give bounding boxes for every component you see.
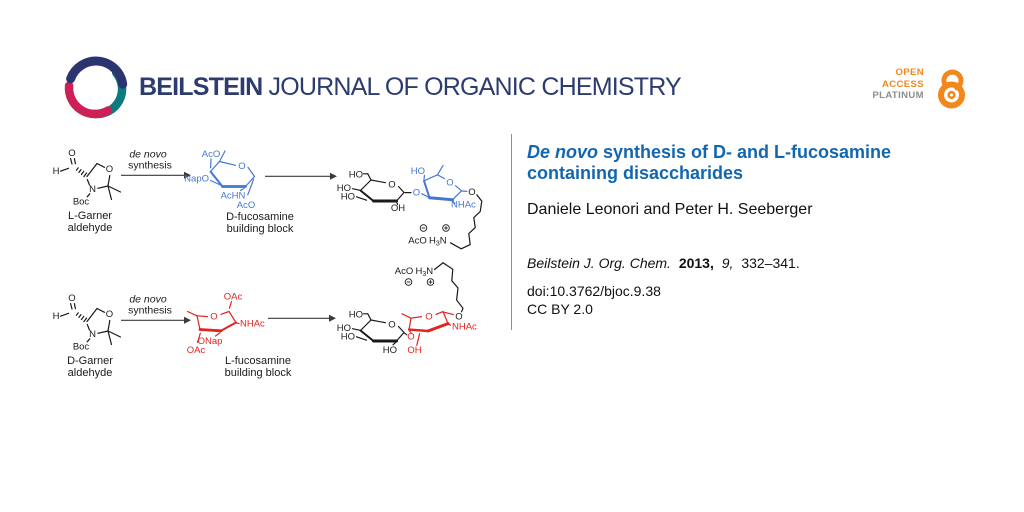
ho-label: HO	[341, 332, 355, 343]
vertical-divider	[511, 134, 512, 330]
ring-oxygen-label: O	[388, 180, 395, 191]
padlock-keyhole	[947, 90, 956, 100]
de-novo-arrow-row2	[120, 292, 192, 325]
oac-label: OAc	[224, 292, 243, 303]
reagent-caption-line2: aldehyde	[68, 222, 113, 234]
padlock-shackle	[941, 69, 964, 91]
article-license: CC BY 2.0	[527, 301, 593, 317]
glycoside-oxygen-label: O	[455, 312, 462, 323]
article-citation: Beilstein J. Org. Chem. 2013, 9, 332–341…	[527, 255, 804, 271]
ring-oxygen-label: O	[388, 320, 395, 331]
ring-oxygen-label: O	[425, 311, 432, 322]
nhac-label: NHAc	[240, 318, 265, 329]
circled-plus-charge-icon	[442, 224, 450, 232]
oh-label: OH	[391, 203, 405, 214]
reagent-caption-line2: aldehyde	[68, 367, 113, 379]
l-fucosamine-disaccharide-product: AcO H3N O NHAc O OH	[337, 262, 477, 356]
product-caption-line2: building block	[227, 223, 294, 235]
ring-oxygen-label: O	[446, 178, 453, 189]
onap-label: ONap	[198, 336, 223, 347]
coupling-arrow-row2	[268, 314, 336, 322]
beilstein-swirl-logo	[64, 56, 128, 119]
citation-year: 2013,	[678, 255, 714, 271]
galactose-bonds	[351, 313, 408, 346]
reaction-arrow-icon	[329, 314, 336, 322]
product-caption-line2: building block	[225, 367, 292, 379]
ammonium-label: H3N	[416, 266, 434, 278]
logo-navy-arc	[66, 56, 128, 89]
ho-label: HO	[411, 166, 425, 177]
l-garner-aldehyde-structure: L-Garner aldehyde	[51, 147, 122, 234]
fucosamine-bonds	[421, 164, 468, 205]
reagent-caption-line1: L-Garner	[68, 210, 112, 222]
article-doi: doi:10.3762/bjoc.9.38	[527, 283, 661, 299]
acetate-label: AcO	[408, 236, 426, 247]
bonds	[209, 150, 256, 196]
logo-crimson-arc	[64, 81, 113, 119]
ho-label: HO	[337, 183, 351, 194]
circled-plus-charge-icon	[426, 278, 435, 286]
journal-name-bold: BEILSTEIN	[139, 73, 263, 101]
reagent-caption-line1: D-Garner	[67, 355, 113, 367]
nhac-label: NHAc	[452, 322, 477, 333]
open-access-line3: PLATINUM	[872, 90, 924, 102]
citation-journal: Beilstein J. Org. Chem.	[527, 255, 671, 271]
de-novo-arrow-row1	[120, 147, 192, 180]
article-title[interactable]: De novo synthesis of D- and L-fucosamine…	[527, 142, 963, 184]
d-garner-aldehyde-structure: D-Garner aldehyde	[51, 292, 122, 379]
galactose-bonds	[351, 173, 412, 206]
d-fucosamine-disaccharide-product: HO HO HO O OH O O	[337, 164, 483, 250]
oac-label: OAc	[187, 345, 206, 356]
bonds	[186, 300, 240, 344]
aco-label: AcO	[202, 149, 220, 160]
journal-name-rest: JOURNAL OF ORGANIC CHEMISTRY	[268, 73, 682, 101]
ring-oxygen-label: O	[238, 161, 245, 172]
aminopentyl-chain	[433, 262, 464, 313]
open-access-label: OPEN ACCESS PLATINUM	[872, 67, 924, 102]
padlock-body	[938, 81, 965, 109]
article-authors: Daniele Leonori and Peter H. Seeberger	[527, 201, 813, 218]
reaction-arrow-icon	[330, 172, 337, 180]
circled-minus-charge-icon	[404, 278, 413, 286]
coupling-arrow-row1	[265, 172, 337, 180]
open-access-padlock-icon	[938, 69, 965, 109]
nhac-label: NHAc	[451, 200, 476, 211]
ammonium-label: H3N	[429, 236, 447, 248]
achn-label: AcHN	[221, 191, 246, 202]
ho-label: HO	[337, 323, 351, 334]
ho-label: HO	[349, 309, 363, 320]
open-access-line1: OPEN	[895, 67, 924, 78]
aminopentyl-chain	[449, 194, 483, 250]
product-caption-line1: D-fucosamine	[226, 211, 294, 223]
acetate-label: AcO	[395, 266, 413, 277]
article-title-italic: De novo	[527, 142, 599, 162]
ho-label: HO	[383, 345, 397, 356]
ho-label: HO	[341, 192, 355, 203]
journal-name: BEILSTEIN JOURNAL OF ORGANIC CHEMISTRY	[139, 73, 682, 102]
l-fucosamine-building-block: OAc O NHAc ONap OAc L-fucosamine buildin…	[187, 292, 292, 380]
citation-volume: 9,	[721, 255, 734, 271]
link-oxygen-label: O	[407, 332, 414, 343]
ring-oxygen-label: O	[210, 311, 217, 322]
glycoside-oxygen-label: O	[468, 187, 475, 198]
d-fucosamine-building-block: AcO O NapO AcHN AcO D-fucosamine buildin…	[184, 149, 294, 235]
open-access-line2: ACCESS	[882, 78, 924, 90]
oh-label: OH	[407, 345, 421, 356]
link-oxygen-label: O	[413, 188, 420, 199]
napo-label: NapO	[184, 174, 209, 185]
fucosamine-bonds	[401, 311, 455, 346]
circled-minus-charge-icon	[419, 224, 428, 232]
product-caption-line1: L-fucosamine	[225, 355, 291, 367]
ho-label: HO	[349, 169, 363, 180]
citation-pages: 332–341.	[741, 255, 800, 271]
article-title-rest: synthesis of D- and L-fucosamine contain…	[527, 142, 892, 183]
aco-anomeric-label: AcO	[237, 200, 255, 211]
